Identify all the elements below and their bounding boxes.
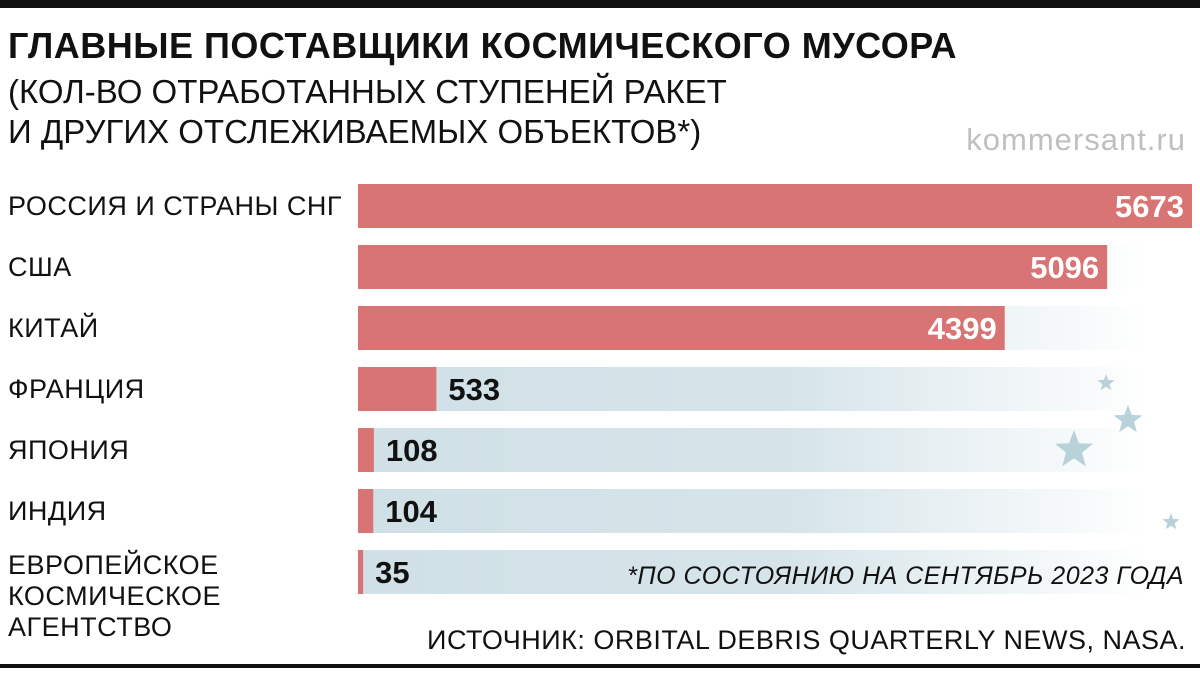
bar	[358, 306, 1005, 350]
bar-value-label: 104	[385, 494, 437, 529]
bar-value-label: 5673	[1115, 189, 1184, 224]
footnote: *ПО СОСТОЯНИЮ НА СЕНТЯБРЬ 2023 ГОДА	[627, 562, 1184, 590]
category-label: ЕВРОПЕЙСКОЕ КОСМИЧЕСКОЕ АГЕНТСТВО	[8, 550, 221, 642]
category-label: США	[8, 252, 72, 282]
bar	[358, 428, 374, 472]
bar	[358, 184, 1192, 228]
chart-title: ГЛАВНЫЕ ПОСТАВЩИКИ КОСМИЧЕСКОГО МУСОРА	[8, 25, 958, 66]
star-icon	[1162, 513, 1180, 530]
bar-track	[358, 489, 1150, 533]
bar	[358, 489, 374, 533]
bar-value-label: 35	[375, 555, 409, 590]
bar-track	[358, 428, 1150, 472]
bar-value-label: 4399	[928, 311, 997, 346]
bottom-rule	[0, 664, 1200, 668]
star-icon	[1113, 405, 1143, 433]
chart-subtitle: (КОЛ-ВО ОТРАБОТАННЫХ СТУПЕНЕЙ РАКЕТ И ДР…	[8, 72, 727, 152]
category-label: ИНДИЯ	[8, 496, 107, 526]
bar	[358, 245, 1108, 289]
category-label: ЯПОНИЯ	[8, 435, 130, 465]
category-label: ФРАНЦИЯ	[8, 374, 145, 404]
star-icon	[1097, 374, 1115, 391]
bar	[358, 367, 437, 411]
chart-subtitle-line-2: И ДРУГИХ ОТСЛЕЖИВАЕМЫХ ОБЪЕКТОВ*)	[8, 113, 702, 150]
bar-track	[358, 367, 1150, 411]
bar-value-label: 5096	[1030, 250, 1099, 285]
bar-value-label: 108	[386, 433, 438, 468]
chart-subtitle-line-1: (КОЛ-ВО ОТРАБОТАННЫХ СТУПЕНЕЙ РАКЕТ	[8, 73, 727, 110]
star-icon	[1055, 430, 1093, 467]
bar-value-label: 533	[448, 372, 500, 407]
top-rule	[0, 0, 1200, 8]
source-note: ИСТОЧНИК: ORBITAL DEBRIS QUARTERLY NEWS,…	[427, 625, 1186, 655]
category-label: РОССИЯ И СТРАНЫ СНГ	[8, 191, 343, 221]
bar-track	[358, 550, 1150, 594]
bar	[358, 550, 364, 594]
category-label: КИТАЙ	[8, 313, 99, 343]
brand-watermark: kommersant.ru	[966, 122, 1186, 157]
